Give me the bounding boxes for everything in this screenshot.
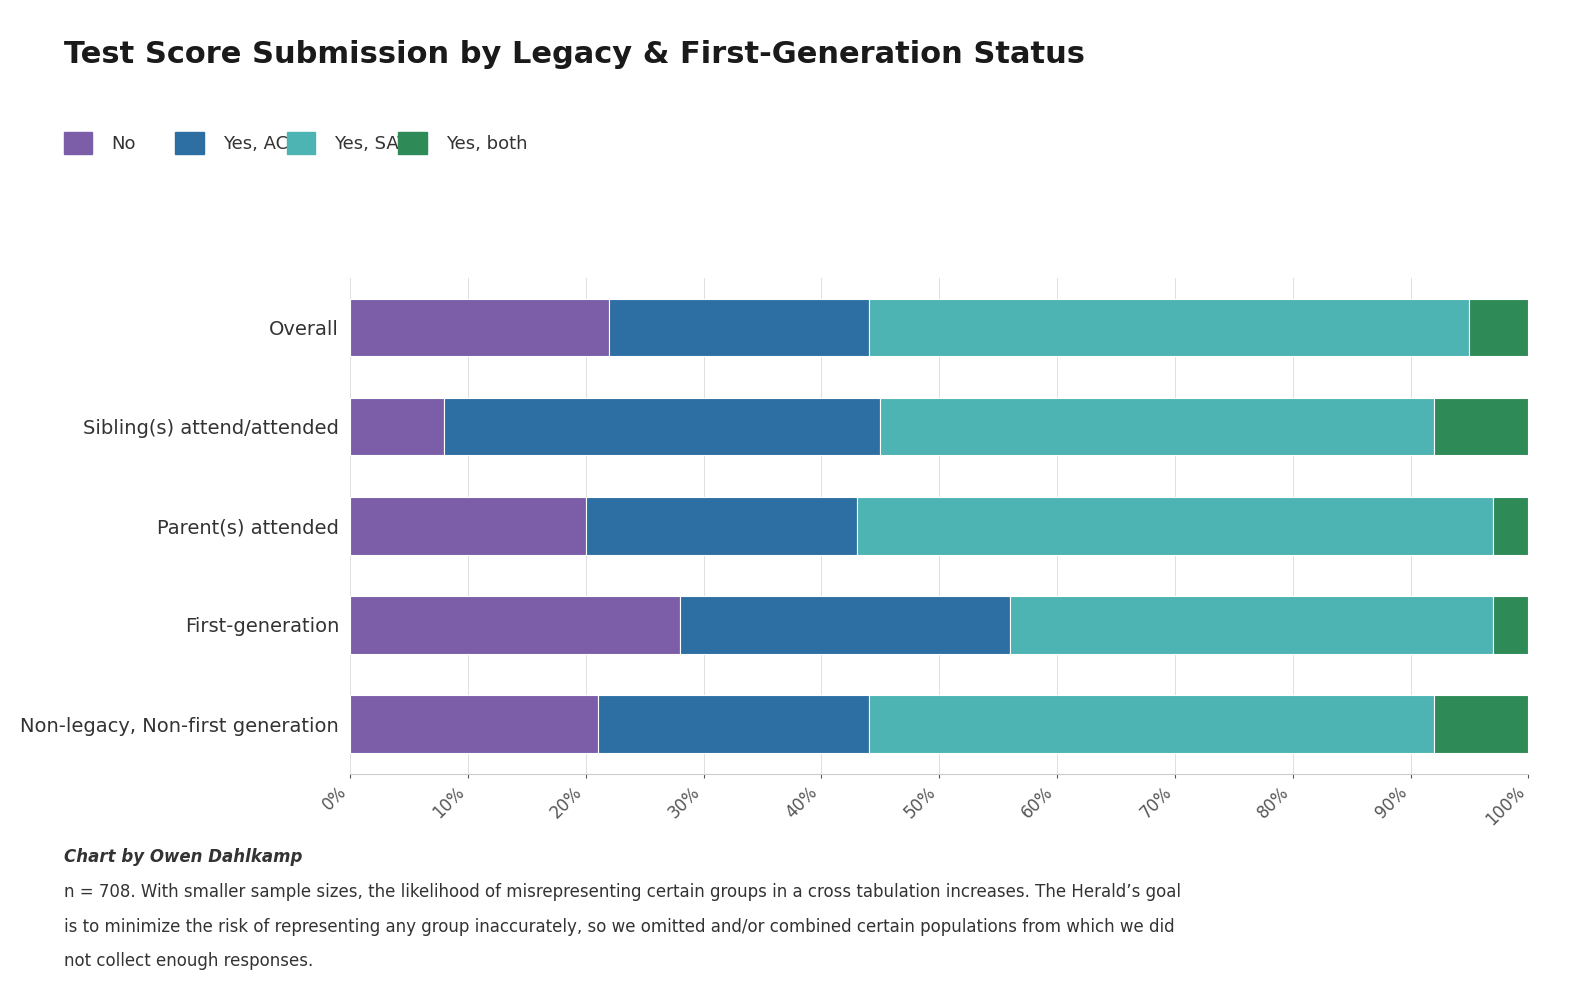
Bar <box>1493 497 1528 555</box>
Bar <box>350 695 597 753</box>
Bar <box>586 497 856 555</box>
Bar <box>350 596 680 654</box>
Text: Chart by Owen Dahlkamp: Chart by Owen Dahlkamp <box>64 848 302 866</box>
Text: No: No <box>111 135 135 153</box>
Bar <box>444 398 880 455</box>
Text: Test Score Submission by Legacy & First-Generation Status: Test Score Submission by Legacy & First-… <box>64 40 1084 68</box>
Text: Yes, SAT: Yes, SAT <box>334 135 409 153</box>
Text: Yes, ACT: Yes, ACT <box>223 135 299 153</box>
Bar <box>350 497 586 555</box>
Bar <box>1009 596 1493 654</box>
Bar <box>880 398 1434 455</box>
Bar <box>869 299 1469 356</box>
Text: not collect enough responses.: not collect enough responses. <box>64 952 314 970</box>
Bar <box>350 299 610 356</box>
Text: Yes, both: Yes, both <box>446 135 527 153</box>
Bar <box>597 695 869 753</box>
Bar <box>869 695 1434 753</box>
Bar <box>1434 398 1528 455</box>
Bar <box>680 596 1009 654</box>
Bar <box>856 497 1493 555</box>
Bar <box>1493 596 1528 654</box>
Text: n = 708. With smaller sample sizes, the likelihood of misrepresenting certain gr: n = 708. With smaller sample sizes, the … <box>64 883 1181 901</box>
Bar <box>350 398 444 455</box>
Bar <box>1434 695 1528 753</box>
Text: is to minimize the risk of representing any group inaccurately, so we omitted an: is to minimize the risk of representing … <box>64 918 1175 935</box>
Bar <box>1469 299 1528 356</box>
Bar <box>610 299 869 356</box>
